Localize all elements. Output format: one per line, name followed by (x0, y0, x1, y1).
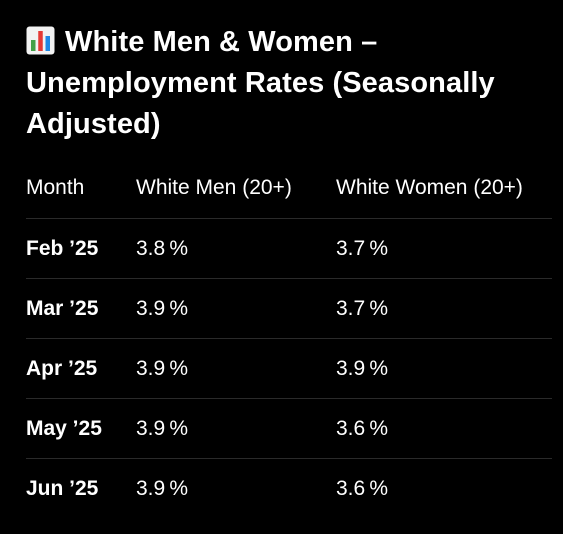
column-header-women: White Women (20+) (336, 158, 552, 219)
month-cell: May ’25 (26, 398, 136, 459)
women-rate-cell: 3.9 % (336, 338, 552, 399)
men-rate-cell: 3.9 % (136, 476, 189, 500)
women-rate-cell: 3.7 % (336, 278, 552, 339)
table-row: May ’25 3.9 % 3.6 % (26, 398, 552, 459)
month-cell: Feb ’25 (26, 218, 136, 279)
title-text: White Men & Women – Unemployment Rates (… (26, 26, 495, 140)
women-rate-cell: 3.7 % (336, 218, 552, 279)
column-header-month: Month (26, 158, 136, 219)
table-header-row: Month White Men (20+) White Women (20+) (26, 158, 552, 219)
men-rate-cell: 3.8 % (136, 218, 336, 279)
table-row: Apr ’25 3.9 % 3.9 % (26, 338, 552, 399)
month-cell: Mar ’25 (26, 278, 136, 339)
men-rate-cell: 3.9 % (136, 278, 336, 339)
month-cell: Jun ’25 (26, 476, 99, 500)
month-cell: Apr ’25 (26, 338, 136, 399)
unemployment-table: Month White Men (20+) White Women (20+) … (26, 158, 552, 518)
bar-chart-icon (26, 26, 55, 55)
column-header-men: White Men (20+) (136, 158, 336, 219)
table-row: Feb ’25 3.8 % 3.7 % (26, 218, 552, 279)
men-rate-cell: 3.9 % (136, 338, 336, 399)
women-rate-cell: 3.6 % (336, 398, 552, 459)
table-row: Jun ’25 3.9 % 3.6 % (26, 459, 552, 519)
page-title: White Men & Women – Unemployment Rates (… (26, 22, 546, 145)
men-rate-cell: 3.9 % (136, 398, 336, 459)
women-rate-cell: 3.6 % (336, 476, 389, 500)
table-row: Mar ’25 3.9 % 3.7 % (26, 278, 552, 339)
